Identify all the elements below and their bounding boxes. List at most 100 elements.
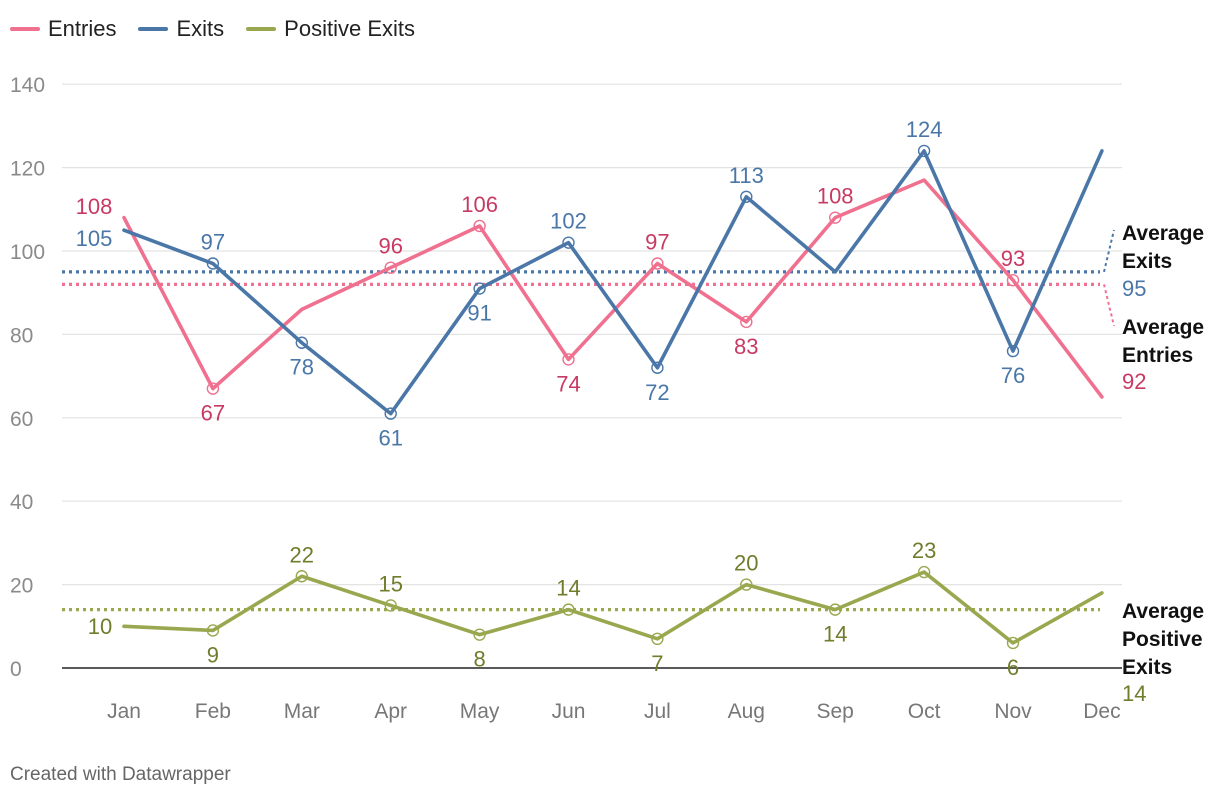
x-tick-label-nov: Nov bbox=[994, 700, 1032, 723]
x-tick-label-apr: Apr bbox=[374, 700, 407, 723]
data-label-1-mar: 78 bbox=[290, 355, 314, 380]
data-label-0-nov: 93 bbox=[1001, 246, 1025, 271]
average-title-0-0: Average bbox=[1122, 316, 1204, 339]
legend-item-entries[interactable]: Entries bbox=[10, 16, 116, 42]
y-tick-label-140: 140 bbox=[10, 74, 45, 97]
data-label-1-jan: 105 bbox=[76, 226, 113, 251]
data-label-2-apr: 15 bbox=[378, 571, 402, 596]
legend-swatch-exits bbox=[138, 27, 169, 31]
x-tick-label-dec: Dec bbox=[1083, 700, 1120, 723]
legend: Entries Exits Positive Exits bbox=[10, 16, 415, 42]
point-marker-1-jun bbox=[562, 236, 575, 249]
data-label-2-jun: 14 bbox=[556, 576, 580, 601]
x-tick-label-jul: Jul bbox=[644, 700, 671, 723]
average-title-2-1: Positive bbox=[1122, 628, 1203, 651]
point-marker-0-apr bbox=[384, 261, 397, 274]
y-tick-label-80: 80 bbox=[10, 324, 33, 347]
average-lines bbox=[62, 270, 1100, 612]
average-value-1: 95 bbox=[1122, 276, 1146, 301]
data-label-0-aug: 83 bbox=[734, 334, 758, 359]
legend-label-entries: Entries bbox=[48, 16, 117, 41]
point-marker-2-apr bbox=[384, 599, 397, 612]
average-title-1-0: Average bbox=[1122, 222, 1204, 245]
y-tick-label-60: 60 bbox=[10, 408, 33, 431]
point-marker-2-feb bbox=[206, 624, 220, 637]
point-marker-2-may bbox=[473, 628, 486, 641]
legend-swatch-entries bbox=[10, 27, 40, 31]
point-marker-1-mar bbox=[295, 336, 308, 349]
data-label-2-mar: 22 bbox=[290, 542, 314, 567]
point-marker-1-apr bbox=[384, 407, 397, 420]
x-tick-label-feb: Feb bbox=[195, 700, 231, 723]
point-marker-1-may bbox=[473, 282, 486, 295]
data-label-1-may: 91 bbox=[467, 301, 491, 326]
average-title-1-1: Exits bbox=[1122, 250, 1172, 273]
legend-label-exits: Exits bbox=[176, 16, 225, 41]
data-label-2-sep: 14 bbox=[823, 622, 847, 647]
point-marker-0-jul bbox=[651, 257, 664, 270]
data-label-0-jul: 97 bbox=[645, 230, 669, 255]
data-label-1-aug: 113 bbox=[729, 163, 764, 188]
point-marker-0-may bbox=[473, 219, 486, 233]
point-marker-2-sep bbox=[829, 603, 842, 616]
x-tick-label-oct: Oct bbox=[908, 700, 941, 723]
average-value-0: 92 bbox=[1122, 369, 1146, 394]
series-line-0 bbox=[122, 178, 1104, 399]
y-tick-label-0: 0 bbox=[10, 658, 22, 681]
series-line-1 bbox=[122, 149, 1104, 416]
point-marker-0-nov bbox=[1006, 273, 1020, 287]
data-label-2-jan: 10 bbox=[88, 614, 112, 639]
grid: 0 20 40 60 80 100 120 140 Jan Feb Mar Apr May Jun Jul A… bbox=[10, 74, 1122, 723]
point-marker-2-aug bbox=[740, 578, 753, 591]
data-label-1-jul: 72 bbox=[645, 380, 669, 405]
point-marker-1-jul bbox=[651, 361, 664, 374]
x-tick-label-aug: Aug bbox=[728, 700, 765, 723]
data-label-0-jun: 74 bbox=[556, 371, 580, 396]
point-marker-0-aug bbox=[740, 315, 753, 329]
y-tick-label-40: 40 bbox=[10, 491, 33, 514]
point-marker-2-mar bbox=[295, 570, 308, 583]
point-marker-0-jun bbox=[562, 353, 575, 366]
x-tick-label-sep: Sep bbox=[817, 700, 854, 723]
series-line-2 bbox=[122, 570, 1104, 645]
x-tick-label-jan: Jan bbox=[107, 700, 141, 723]
data-label-1-nov: 76 bbox=[1001, 363, 1025, 388]
y-tick-label-20: 20 bbox=[10, 575, 33, 598]
data-label-2-nov: 6 bbox=[1007, 655, 1019, 680]
average-title-2-0: Average bbox=[1122, 600, 1204, 623]
data-label-1-feb: 97 bbox=[201, 230, 225, 255]
data-label-0-may: 106 bbox=[461, 192, 498, 217]
average-title-0-1: Entries bbox=[1122, 344, 1193, 367]
data-label-1-jun: 102 bbox=[550, 209, 587, 234]
credit-text: Created with Datawrapper bbox=[10, 764, 231, 785]
y-tick-label-100: 100 bbox=[10, 241, 45, 264]
series-lines bbox=[122, 144, 1104, 650]
x-tick-label-may: May bbox=[460, 700, 500, 723]
point-marker-1-nov bbox=[1006, 344, 1020, 358]
point-marker-0-feb bbox=[206, 382, 220, 395]
data-label-0-jan: 108 bbox=[76, 194, 113, 219]
data-label-2-jul: 7 bbox=[651, 651, 663, 676]
point-marker-1-oct bbox=[917, 144, 931, 158]
average-connector-1 bbox=[1103, 229, 1115, 273]
data-label-0-sep: 108 bbox=[817, 184, 854, 209]
data-label-1-oct: 124 bbox=[906, 117, 943, 142]
point-marker-0-sep bbox=[829, 211, 842, 224]
data-label-2-may: 8 bbox=[473, 647, 485, 672]
point-marker-2-jul bbox=[651, 632, 664, 646]
data-label-2-oct: 23 bbox=[912, 538, 936, 563]
average-title-2-2: Exits bbox=[1122, 656, 1172, 679]
point-marker-2-nov bbox=[1006, 636, 1020, 650]
point-marker-2-oct bbox=[917, 565, 931, 579]
data-label-2-feb: 9 bbox=[207, 642, 219, 667]
data-label-1-apr: 61 bbox=[378, 426, 402, 451]
data-label-0-feb: 67 bbox=[201, 401, 225, 426]
legend-item-positive-exits[interactable]: Positive Exits bbox=[246, 16, 415, 42]
y-tick-label-120: 120 bbox=[10, 158, 45, 181]
legend-label-positive-exits: Positive Exits bbox=[284, 16, 415, 41]
point-marker-1-feb bbox=[206, 257, 220, 270]
legend-item-exits[interactable]: Exits bbox=[138, 16, 224, 42]
